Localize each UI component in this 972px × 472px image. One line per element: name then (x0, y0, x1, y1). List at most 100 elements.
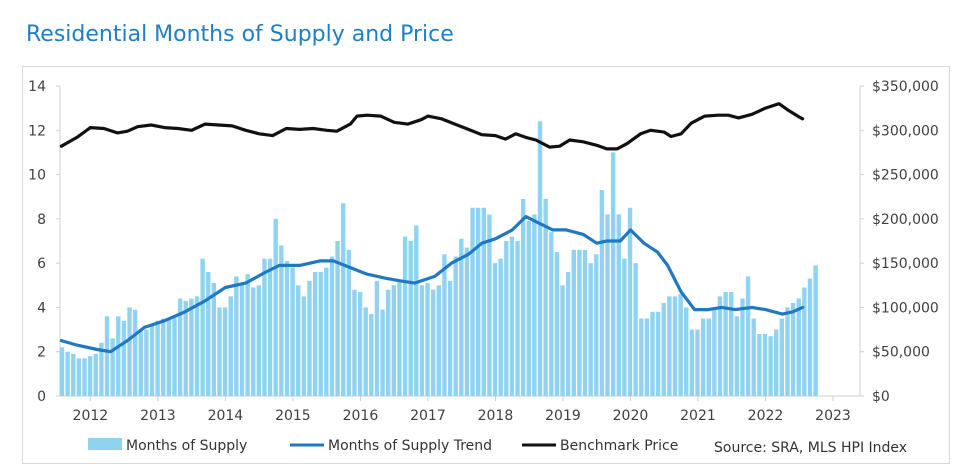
benchmark-price-line (59, 102, 805, 151)
supply-bar (284, 260, 290, 396)
left-tick-label: 10 (28, 168, 46, 184)
supply-bar (329, 256, 335, 396)
supply-bar (369, 314, 374, 396)
supply-bar (532, 214, 537, 396)
supply-bar (481, 207, 486, 396)
supply-bar (650, 311, 655, 396)
supply-bar (582, 249, 588, 396)
supply-bar (734, 316, 740, 396)
supply-bar (537, 121, 543, 397)
supply-bar (633, 263, 638, 396)
supply-bar (436, 285, 442, 396)
supply-bar (296, 285, 301, 396)
supply-bar (565, 272, 571, 396)
supply-bar (335, 241, 340, 396)
x-tick-label: 2016 (343, 408, 379, 424)
supply-bar (543, 198, 548, 396)
supply-bar (256, 285, 262, 396)
x-tick-label: 2017 (410, 408, 446, 424)
legend: Months of Supply Months of Supply Trend Be… (88, 438, 678, 454)
bars-layer (59, 121, 818, 397)
left-tick-label: 12 (28, 123, 46, 139)
supply-bar (610, 152, 616, 396)
supply-bar (206, 272, 211, 396)
supply-bar (678, 294, 683, 396)
x-tick-label: 2022 (748, 408, 784, 424)
x-tick-label: 2013 (140, 408, 176, 424)
supply-bar (504, 241, 509, 396)
supply-bar (577, 249, 582, 396)
supply-bar (71, 353, 76, 396)
supply-bar (644, 318, 650, 396)
legend-label: Benchmark Price (560, 438, 678, 454)
supply-bar (520, 198, 526, 396)
supply-bar (144, 329, 149, 396)
right-tick-label: $200,000 (872, 212, 939, 228)
supply-bar (110, 338, 115, 396)
supply-bar (211, 283, 217, 396)
supply-bar (762, 334, 768, 396)
supply-bar (779, 318, 785, 396)
supply-bar (183, 300, 188, 396)
right-tick-label: $100,000 (872, 300, 939, 316)
supply-bar (251, 287, 256, 396)
supply-bar (312, 272, 318, 396)
supply-bar (526, 221, 531, 396)
supply-bar (813, 265, 818, 396)
right-tick-label: $350,000 (872, 79, 939, 95)
supply-bar (498, 258, 503, 396)
supply-bar (588, 263, 593, 396)
supply-bar (189, 298, 194, 396)
supply-bar (324, 267, 329, 396)
right-tick-label: $300,000 (872, 123, 939, 139)
supply-bar (684, 307, 689, 396)
supply-bar (279, 245, 284, 396)
supply-bar (155, 320, 160, 396)
left-tick-label: 8 (37, 212, 46, 228)
supply-bar (475, 207, 481, 396)
x-tick-label: 2018 (478, 408, 514, 424)
supply-bar (116, 316, 121, 396)
supply-bar (228, 296, 233, 396)
supply-bar (487, 214, 492, 396)
supply-bar (357, 291, 363, 396)
legend-label: Months of Supply Trend (328, 438, 492, 454)
supply-bar (374, 280, 380, 396)
supply-bar (397, 280, 402, 396)
supply-bar (459, 238, 464, 396)
supply-bar (627, 207, 633, 396)
supply-bar (363, 307, 368, 396)
supply-bar (408, 241, 413, 396)
left-tick-label: 2 (37, 345, 46, 361)
supply-bar (442, 254, 447, 396)
supply-bar (757, 334, 762, 396)
supply-trend-line (59, 215, 805, 354)
supply-bar (132, 309, 138, 396)
supply-bar (177, 298, 183, 396)
supply-bar (234, 276, 239, 396)
supply-bar (785, 307, 790, 396)
chart-title: Residential Months of Supply and Price (26, 22, 454, 47)
supply-bar (605, 214, 610, 396)
supply-bar (402, 236, 408, 396)
x-tick-label: 2014 (208, 408, 244, 424)
left-tick-label: 4 (37, 300, 46, 316)
x-tick-label: 2012 (73, 408, 109, 424)
supply-bar (807, 278, 813, 396)
supply-bar (655, 311, 661, 396)
supply-bar (352, 289, 357, 396)
left-tick-label: 14 (28, 79, 46, 95)
labels-layer: 0 2 4 6 8 10 12 14 $0 $50,000 $100,000 $150,000 $200… (28, 79, 939, 424)
legend-label: Months of Supply (126, 438, 247, 454)
right-tick-label: $0 (872, 389, 890, 405)
supply-bar (796, 298, 801, 396)
supply-bar (470, 207, 475, 396)
supply-bar (706, 318, 711, 396)
right-tick-label: $50,000 (872, 345, 930, 361)
supply-bar (87, 356, 93, 396)
supply-bar (712, 307, 717, 396)
supply-bar (76, 358, 82, 396)
supply-bar (554, 252, 560, 396)
x-tick-label: 2021 (680, 408, 716, 424)
